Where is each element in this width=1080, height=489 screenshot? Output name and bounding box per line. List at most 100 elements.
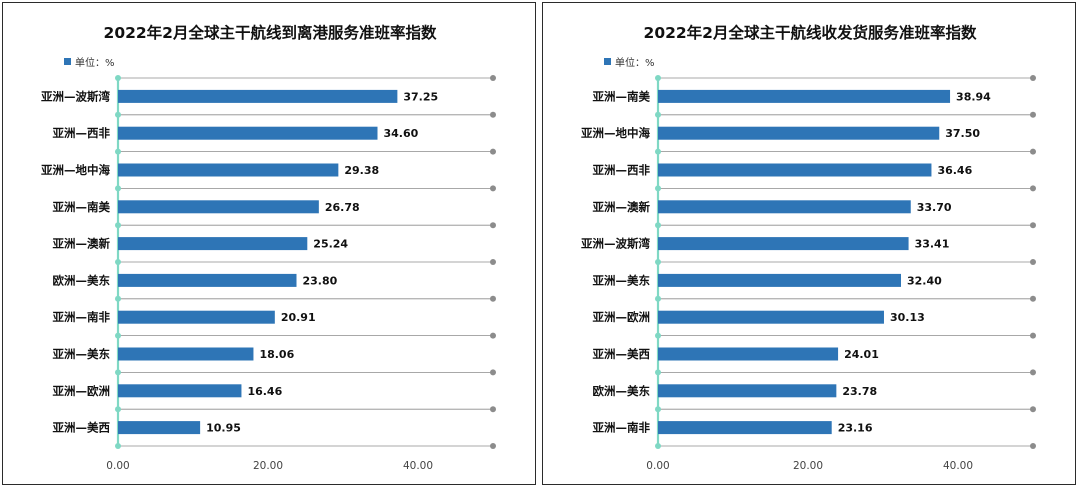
category-label: 亚洲—澳新 [53, 237, 111, 251]
data-label: 26.78 [325, 201, 360, 214]
category-label: 亚洲—欧洲 [593, 310, 651, 324]
grid-line-end-dot [1030, 406, 1036, 413]
legend-label: 单位：% [615, 56, 655, 69]
data-label: 37.25 [403, 90, 438, 103]
data-label: 30.13 [890, 311, 925, 324]
grid-line-end-dot [490, 332, 496, 339]
grid-line-end-dot [1030, 443, 1036, 449]
category-label: 亚洲—南非 [53, 310, 111, 324]
y-axis-tick-dot [655, 111, 661, 118]
y-axis-tick-dot [115, 369, 121, 376]
category-label: 欧洲—美东 [53, 273, 111, 287]
y-axis-tick-dot [115, 111, 121, 118]
legend-swatch [64, 58, 71, 65]
chart-title: 2022年2月全球主干航线到离港服务准班率指数 [104, 23, 437, 42]
category-label: 亚洲—南非 [593, 421, 651, 435]
y-axis-tick-dot [115, 406, 121, 413]
data-label: 29.38 [344, 164, 379, 177]
bar [658, 347, 839, 361]
category-label: 亚洲—西非 [53, 126, 111, 140]
category-label: 欧洲—美东 [593, 384, 651, 398]
y-axis-tick-dot [655, 295, 661, 302]
y-axis-tick-dot [655, 259, 661, 265]
category-label: 亚洲—欧洲 [53, 384, 111, 398]
bar [118, 384, 242, 398]
grid-line-end-dot [490, 406, 496, 413]
grid-line-end-dot [490, 369, 496, 376]
category-label: 亚洲—波斯湾 [41, 89, 110, 103]
bar [658, 126, 940, 140]
y-axis-tick-dot [655, 75, 661, 81]
bar [118, 237, 308, 251]
grid-line-end-dot [1030, 75, 1036, 81]
legend-swatch [604, 58, 611, 65]
bar [658, 237, 909, 251]
bar [658, 421, 832, 435]
bar [658, 200, 911, 214]
category-label: 亚洲—南美 [593, 89, 651, 103]
category-label: 亚洲—美西 [593, 347, 651, 361]
data-label: 23.80 [303, 274, 338, 287]
x-tick-label: 20.00 [253, 460, 283, 472]
y-axis-tick-dot [115, 185, 121, 192]
grid-line-end-dot [490, 75, 496, 81]
data-label: 38.94 [956, 90, 991, 103]
category-label: 亚洲—地中海 [41, 163, 110, 177]
data-label: 33.41 [915, 238, 950, 251]
y-axis-tick-dot [115, 259, 121, 265]
grid-line-end-dot [490, 295, 496, 302]
data-label: 37.50 [945, 127, 980, 140]
bar [118, 347, 254, 361]
category-label: 亚洲—美东 [53, 347, 111, 361]
grid-line-end-dot [1030, 185, 1036, 192]
bar [118, 200, 319, 214]
category-label: 亚洲—地中海 [581, 126, 650, 140]
bar [658, 273, 901, 287]
data-label: 18.06 [259, 348, 294, 361]
bar [118, 421, 201, 435]
grid-line-end-dot [490, 259, 496, 265]
x-tick-label: 0.00 [106, 460, 129, 472]
y-axis-tick-dot [655, 148, 661, 155]
data-label: 25.24 [313, 238, 348, 251]
category-label: 亚洲—澳新 [593, 200, 651, 214]
x-tick-label: 40.00 [403, 460, 433, 472]
data-label: 23.78 [842, 385, 877, 398]
data-label: 34.60 [384, 127, 419, 140]
chart-panel-right: 2022年2月全球主干航线收发货服务准班率指数 单位：% 亚洲—南美 38.94 亚洲—… [542, 2, 1076, 485]
category-label: 亚洲—美东 [593, 273, 651, 287]
grid-line-end-dot [490, 148, 496, 155]
x-tick-label: 0.00 [646, 460, 669, 472]
data-label: 23.16 [838, 422, 873, 435]
grid-line-end-dot [1030, 111, 1036, 118]
chart-panel-left: 2022年2月全球主干航线到离港服务准班率指数单位：% 亚洲—波斯湾 37.25 亚洲… [2, 2, 536, 485]
category-label: 亚洲—西非 [593, 163, 651, 177]
category-label: 亚洲—波斯湾 [581, 237, 650, 251]
y-axis-tick-dot [655, 222, 661, 229]
category-label: 亚洲—美西 [53, 421, 111, 435]
y-axis-tick-dot [655, 332, 661, 339]
y-axis-tick-dot [655, 369, 661, 376]
y-axis-tick-dot [655, 443, 661, 449]
grid-line-end-dot [1030, 295, 1036, 302]
data-label: 10.95 [206, 422, 241, 435]
y-axis-tick-dot [115, 148, 121, 155]
y-axis-tick-dot [655, 185, 661, 192]
bar [118, 273, 297, 287]
grid-line-end-dot [490, 222, 496, 229]
x-tick-label: 20.00 [793, 460, 823, 472]
bar [658, 89, 951, 103]
category-label: 亚洲—南美 [53, 200, 111, 214]
grid-line-end-dot [1030, 259, 1036, 265]
bar [658, 384, 837, 398]
data-label: 36.46 [937, 164, 972, 177]
data-label: 33.70 [917, 201, 952, 214]
bar [118, 126, 378, 140]
data-label: 20.91 [281, 311, 316, 324]
grid-line-end-dot [1030, 148, 1036, 155]
bar [658, 163, 932, 177]
grid-line-end-dot [1030, 369, 1036, 376]
legend-label: 单位：% [75, 56, 115, 69]
